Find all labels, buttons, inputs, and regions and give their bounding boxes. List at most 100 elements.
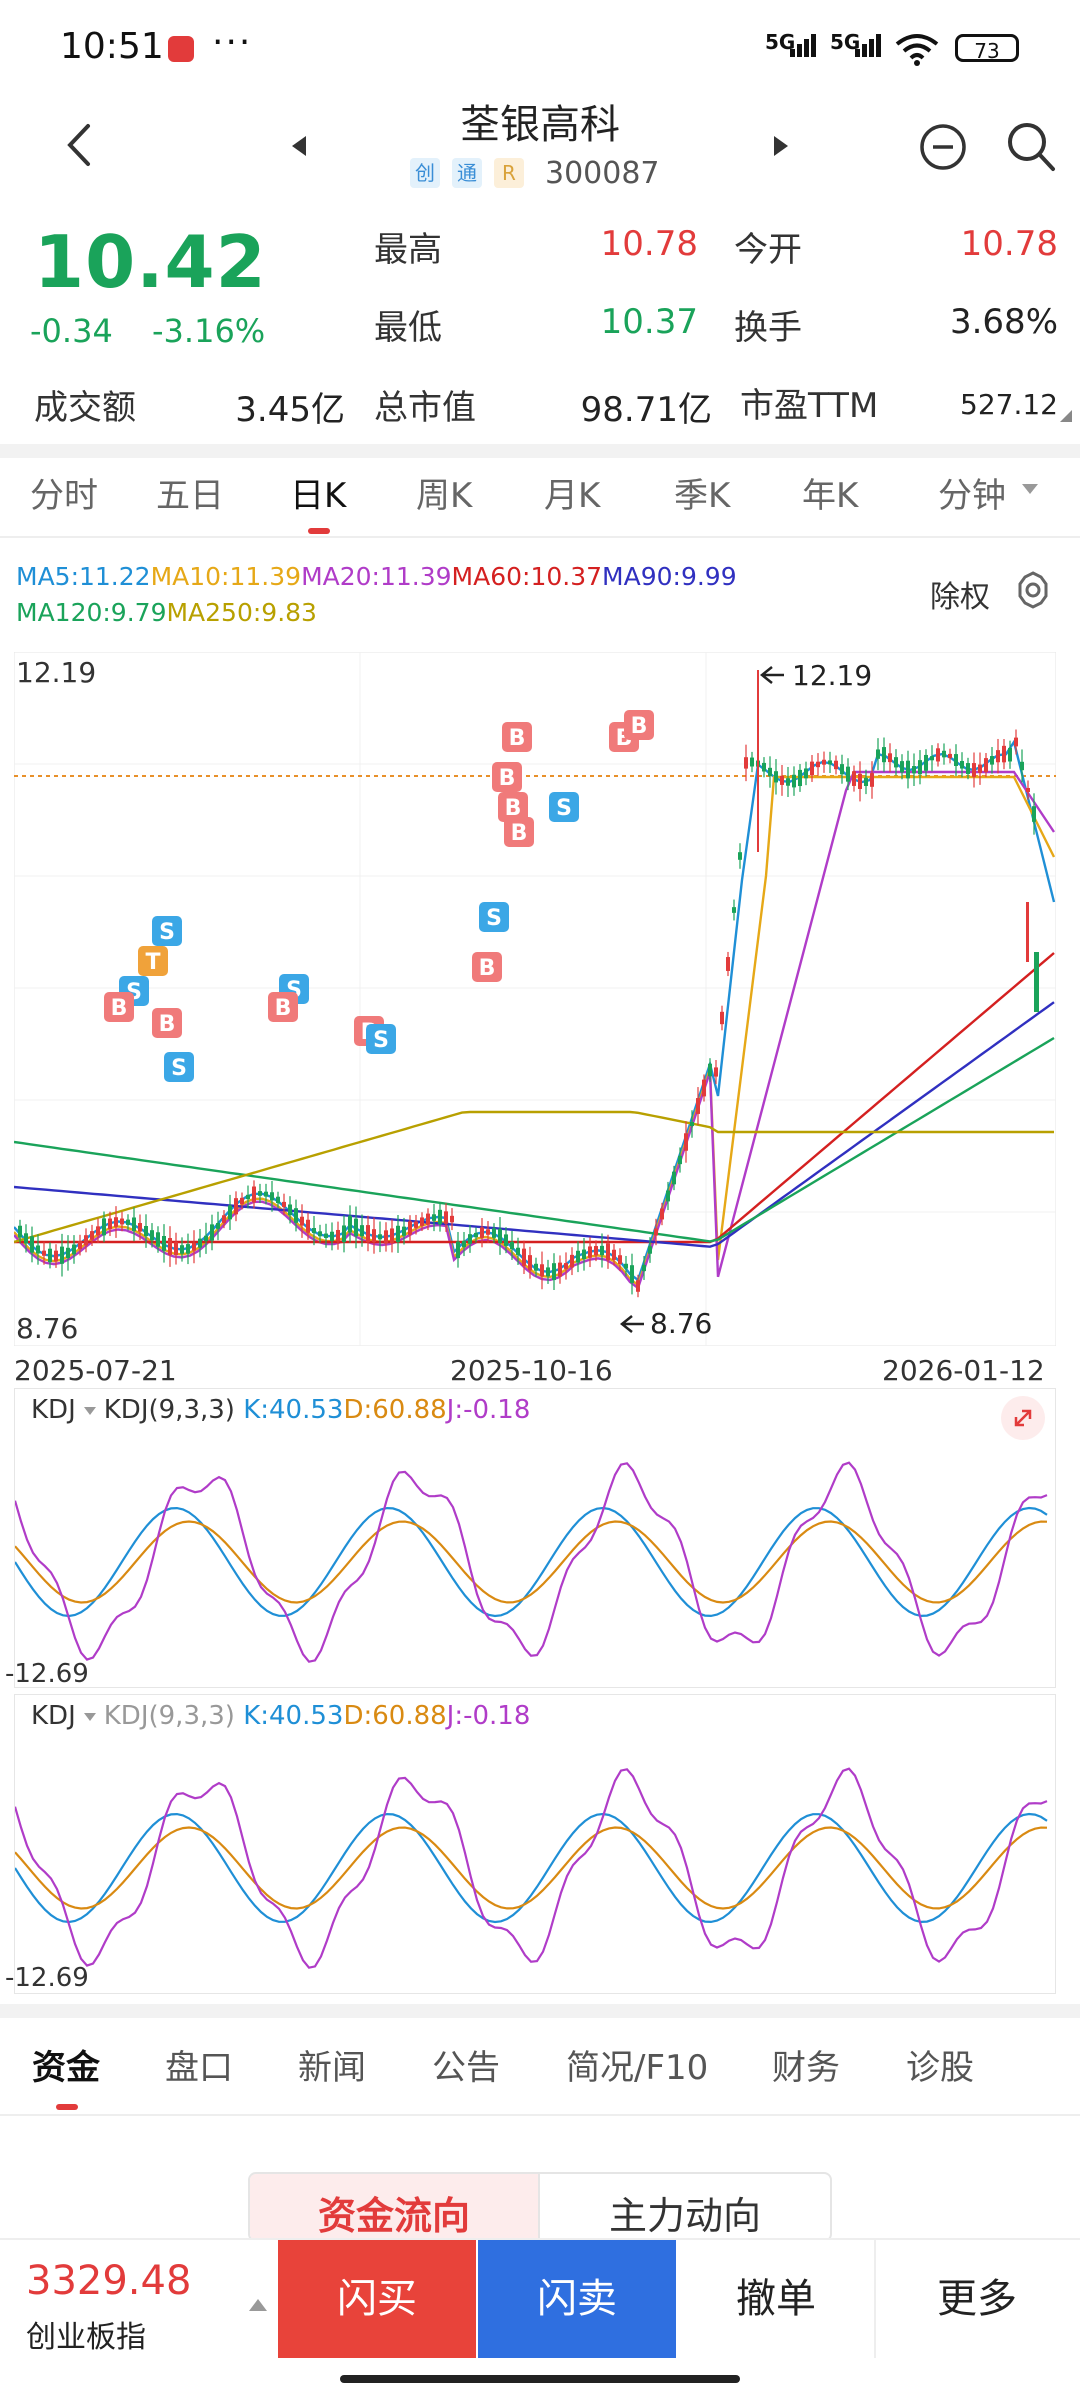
signal-marker[interactable]: B: [472, 952, 502, 982]
tab-financials[interactable]: 财务: [772, 2048, 840, 2088]
tab-weekly-k[interactable]: 周K: [416, 476, 473, 516]
signal-marker[interactable]: S: [549, 792, 579, 822]
candle-body: [1034, 952, 1039, 1012]
expand-icon[interactable]: [1000, 1395, 1046, 1441]
index-expand-icon[interactable]: [248, 2298, 268, 2312]
candle-body: [648, 1246, 652, 1254]
candle-body: [144, 1225, 148, 1237]
tab-news[interactable]: 新闻: [298, 2048, 366, 2088]
kdj-panel-1[interactable]: KDJ KDJ(9,3,3) K:40.53D:60.88J:-0.18 -12.…: [5, 1388, 1056, 1689]
candle-body: [522, 1248, 526, 1266]
tab-monthly-k[interactable]: 月K: [544, 476, 601, 516]
candle-body: [576, 1250, 580, 1263]
signal-marker[interactable]: S: [366, 1024, 396, 1054]
segment-main-force[interactable]: 主力动向: [608, 2194, 761, 2238]
label-low: 最低: [374, 308, 442, 348]
signal-marker[interactable]: B: [502, 722, 532, 752]
signal-marker[interactable]: B: [504, 817, 534, 847]
candle-body: [606, 1243, 610, 1261]
next-stock-icon[interactable]: [772, 135, 790, 157]
divider: [0, 444, 1080, 458]
value-low: 10.37: [600, 302, 698, 342]
svg-text:S: S: [159, 920, 175, 945]
tab-intraday[interactable]: 分时: [30, 476, 98, 516]
cancel-order-button[interactable]: 撤单: [678, 2240, 876, 2358]
date-axis: 2025-07-21 2025-10-16 2026-01-12: [14, 1354, 1056, 1388]
candle-body: [132, 1217, 136, 1232]
kdj-legend-1: KDJ KDJ(9,3,3) K:40.53D:60.88J:-0.18: [31, 1395, 530, 1425]
tab-yearly-k[interactable]: 年K: [802, 476, 859, 516]
signal-marker[interactable]: S: [152, 916, 182, 946]
kdj-min-label: -12.69: [5, 1659, 89, 1689]
candle-body: [78, 1241, 82, 1250]
candle-body: [456, 1241, 460, 1259]
search-icon[interactable]: [1005, 120, 1057, 174]
quick-buy-button[interactable]: 闪买: [278, 2240, 476, 2358]
tag-r: R: [494, 158, 524, 188]
index-value[interactable]: 3329.48: [26, 2258, 192, 2304]
candle-body: [930, 756, 934, 761]
divider: [0, 536, 1080, 538]
tab-minute[interactable]: 分钟: [938, 476, 1006, 516]
tab-announcements[interactable]: 公告: [432, 2048, 500, 2088]
signal-marker[interactable]: B: [624, 710, 654, 740]
candle-body: [270, 1192, 274, 1201]
more-button[interactable]: 更多: [878, 2240, 1076, 2358]
gear-icon[interactable]: [1013, 570, 1053, 610]
candlestick-chart[interactable]: STSBSBSBBSBSBBBBSBB 12.19 8.76 12.19 8.7…: [14, 652, 1056, 1346]
back-icon[interactable]: [60, 120, 100, 170]
quick-sell-button[interactable]: 闪卖: [478, 2240, 676, 2358]
ma120-label: MA120:9.79: [16, 598, 167, 627]
candle-body: [66, 1247, 70, 1259]
kdj-name[interactable]: KDJ: [31, 1395, 76, 1425]
signal-marker[interactable]: B: [492, 762, 522, 792]
candle-body: [72, 1244, 76, 1255]
candle-body: [834, 760, 838, 770]
adjust-button[interactable]: 除权: [930, 580, 990, 615]
candle-body: [216, 1223, 220, 1229]
candle-body: [828, 760, 832, 765]
index-name[interactable]: 创业板指: [26, 2320, 146, 2355]
candle-body: [180, 1245, 184, 1254]
signal-marker[interactable]: S: [479, 902, 509, 932]
kdj-name[interactable]: KDJ: [31, 1701, 76, 1731]
signal-marker[interactable]: B: [152, 1008, 182, 1038]
kdj-params: KDJ(9,3,3): [103, 1395, 235, 1425]
kdj-panel-2[interactable]: KDJ KDJ(9,3,3) K:40.53D:60.88J:-0.18 -12.…: [5, 1694, 1056, 1994]
tab-funds[interactable]: 资金: [32, 2048, 100, 2088]
chevron-down-icon[interactable]: [82, 1710, 100, 1724]
remove-watchlist-icon[interactable]: [918, 122, 968, 172]
candle-body: [480, 1227, 484, 1238]
candle-body: [618, 1255, 622, 1265]
tab-five-day[interactable]: 五日: [156, 476, 224, 516]
tab-quarterly-k[interactable]: 季K: [674, 476, 731, 516]
candle-body: [654, 1228, 658, 1236]
tag-tong: 通: [452, 158, 482, 188]
prev-stock-icon[interactable]: [290, 135, 308, 157]
tab-profile-f10[interactable]: 简况/F10: [566, 2048, 709, 2088]
signal-marker[interactable]: B: [268, 992, 298, 1022]
tab-daily-k[interactable]: 日K: [290, 476, 347, 516]
signal-marker[interactable]: S: [164, 1052, 194, 1082]
segment-fund-flow[interactable]: 资金流向: [250, 2174, 540, 2240]
divider: [0, 2114, 1080, 2116]
y-max-label: 12.19: [16, 656, 96, 689]
chevron-down-icon[interactable]: [82, 1404, 100, 1418]
stock-name: 荃银高科: [460, 102, 620, 148]
candle-body: [900, 761, 904, 773]
kdj-d: D:60.88: [343, 1395, 447, 1425]
candle-body: [546, 1267, 550, 1277]
signal-marker[interactable]: T: [138, 946, 168, 976]
ma5-label: MA5:11.22: [16, 562, 151, 591]
candle-body: [672, 1171, 676, 1185]
candle-body: [990, 756, 994, 765]
signal-marker[interactable]: B: [104, 992, 134, 1022]
ma-legend-row1: MA5:11.22MA10:11.39MA20:11.39MA60:10.37M…: [16, 562, 737, 591]
tab-orderbook[interactable]: 盘口: [165, 2048, 233, 2088]
candle-body: [822, 759, 826, 765]
candle-body: [804, 768, 808, 779]
candle-body: [228, 1205, 232, 1220]
tab-diagnosis[interactable]: 诊股: [906, 2048, 974, 2088]
signal-marker[interactable]: B: [498, 792, 528, 822]
candle-body: [198, 1238, 202, 1248]
